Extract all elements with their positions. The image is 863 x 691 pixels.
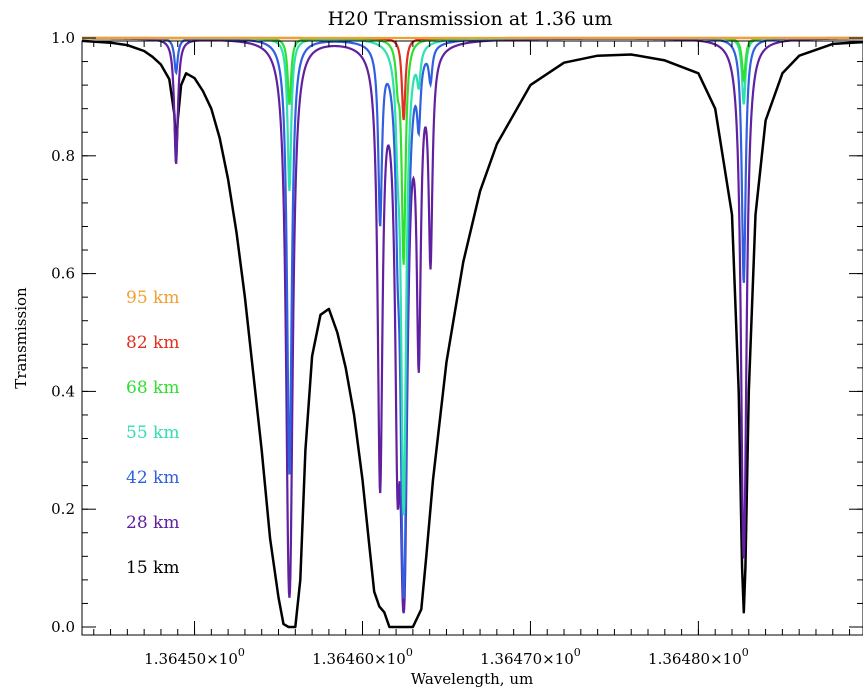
y-tick-label: 1.0 xyxy=(51,29,75,47)
x-tick-label: 1.36450×100 xyxy=(144,646,245,668)
legend-entry-82-km: 82 km xyxy=(126,333,179,353)
legend: 95 km 82 km 68 km 55 km 42 km 28 km 15 km xyxy=(126,288,179,578)
y-tick-label: 0.8 xyxy=(51,147,75,165)
x-tick-labels: 1.36450×100 1.36460×100 1.36470×100 1.36480… xyxy=(144,646,749,668)
legend-entry-28-km: 28 km xyxy=(126,513,179,533)
legend-entry-95-km: 95 km xyxy=(126,288,179,308)
legend-entry-42-km: 42 km xyxy=(126,468,179,488)
x-tick-label: 1.36460×100 xyxy=(312,646,413,668)
x-tick-label: 1.36470×100 xyxy=(480,646,581,668)
y-tick-label: 0.2 xyxy=(51,500,75,518)
x-tick-label: 1.36480×100 xyxy=(648,646,749,668)
series-layer xyxy=(81,36,863,629)
y-axis-label: Transmission xyxy=(12,287,30,389)
legend-entry-15-km: 15 km xyxy=(126,558,179,578)
series-line-28-km xyxy=(82,37,863,614)
x-axis-label: Wavelength, um xyxy=(411,670,533,688)
legend-entry-55-km: 55 km xyxy=(126,423,179,443)
y-tick-label: 0.0 xyxy=(51,618,75,636)
legend-entry-68-km: 68 km xyxy=(126,378,179,398)
plot-frame xyxy=(81,40,863,636)
chart-title: H20 Transmission at 1.36 um xyxy=(328,8,613,30)
y-tick-label: 0.4 xyxy=(51,382,75,400)
y-tick-labels: 0.0 0.2 0.4 0.6 0.8 1.0 xyxy=(51,29,75,636)
y-tick-label: 0.6 xyxy=(51,265,75,283)
series-line-15-km xyxy=(81,39,863,629)
ticks-layer xyxy=(82,37,863,635)
